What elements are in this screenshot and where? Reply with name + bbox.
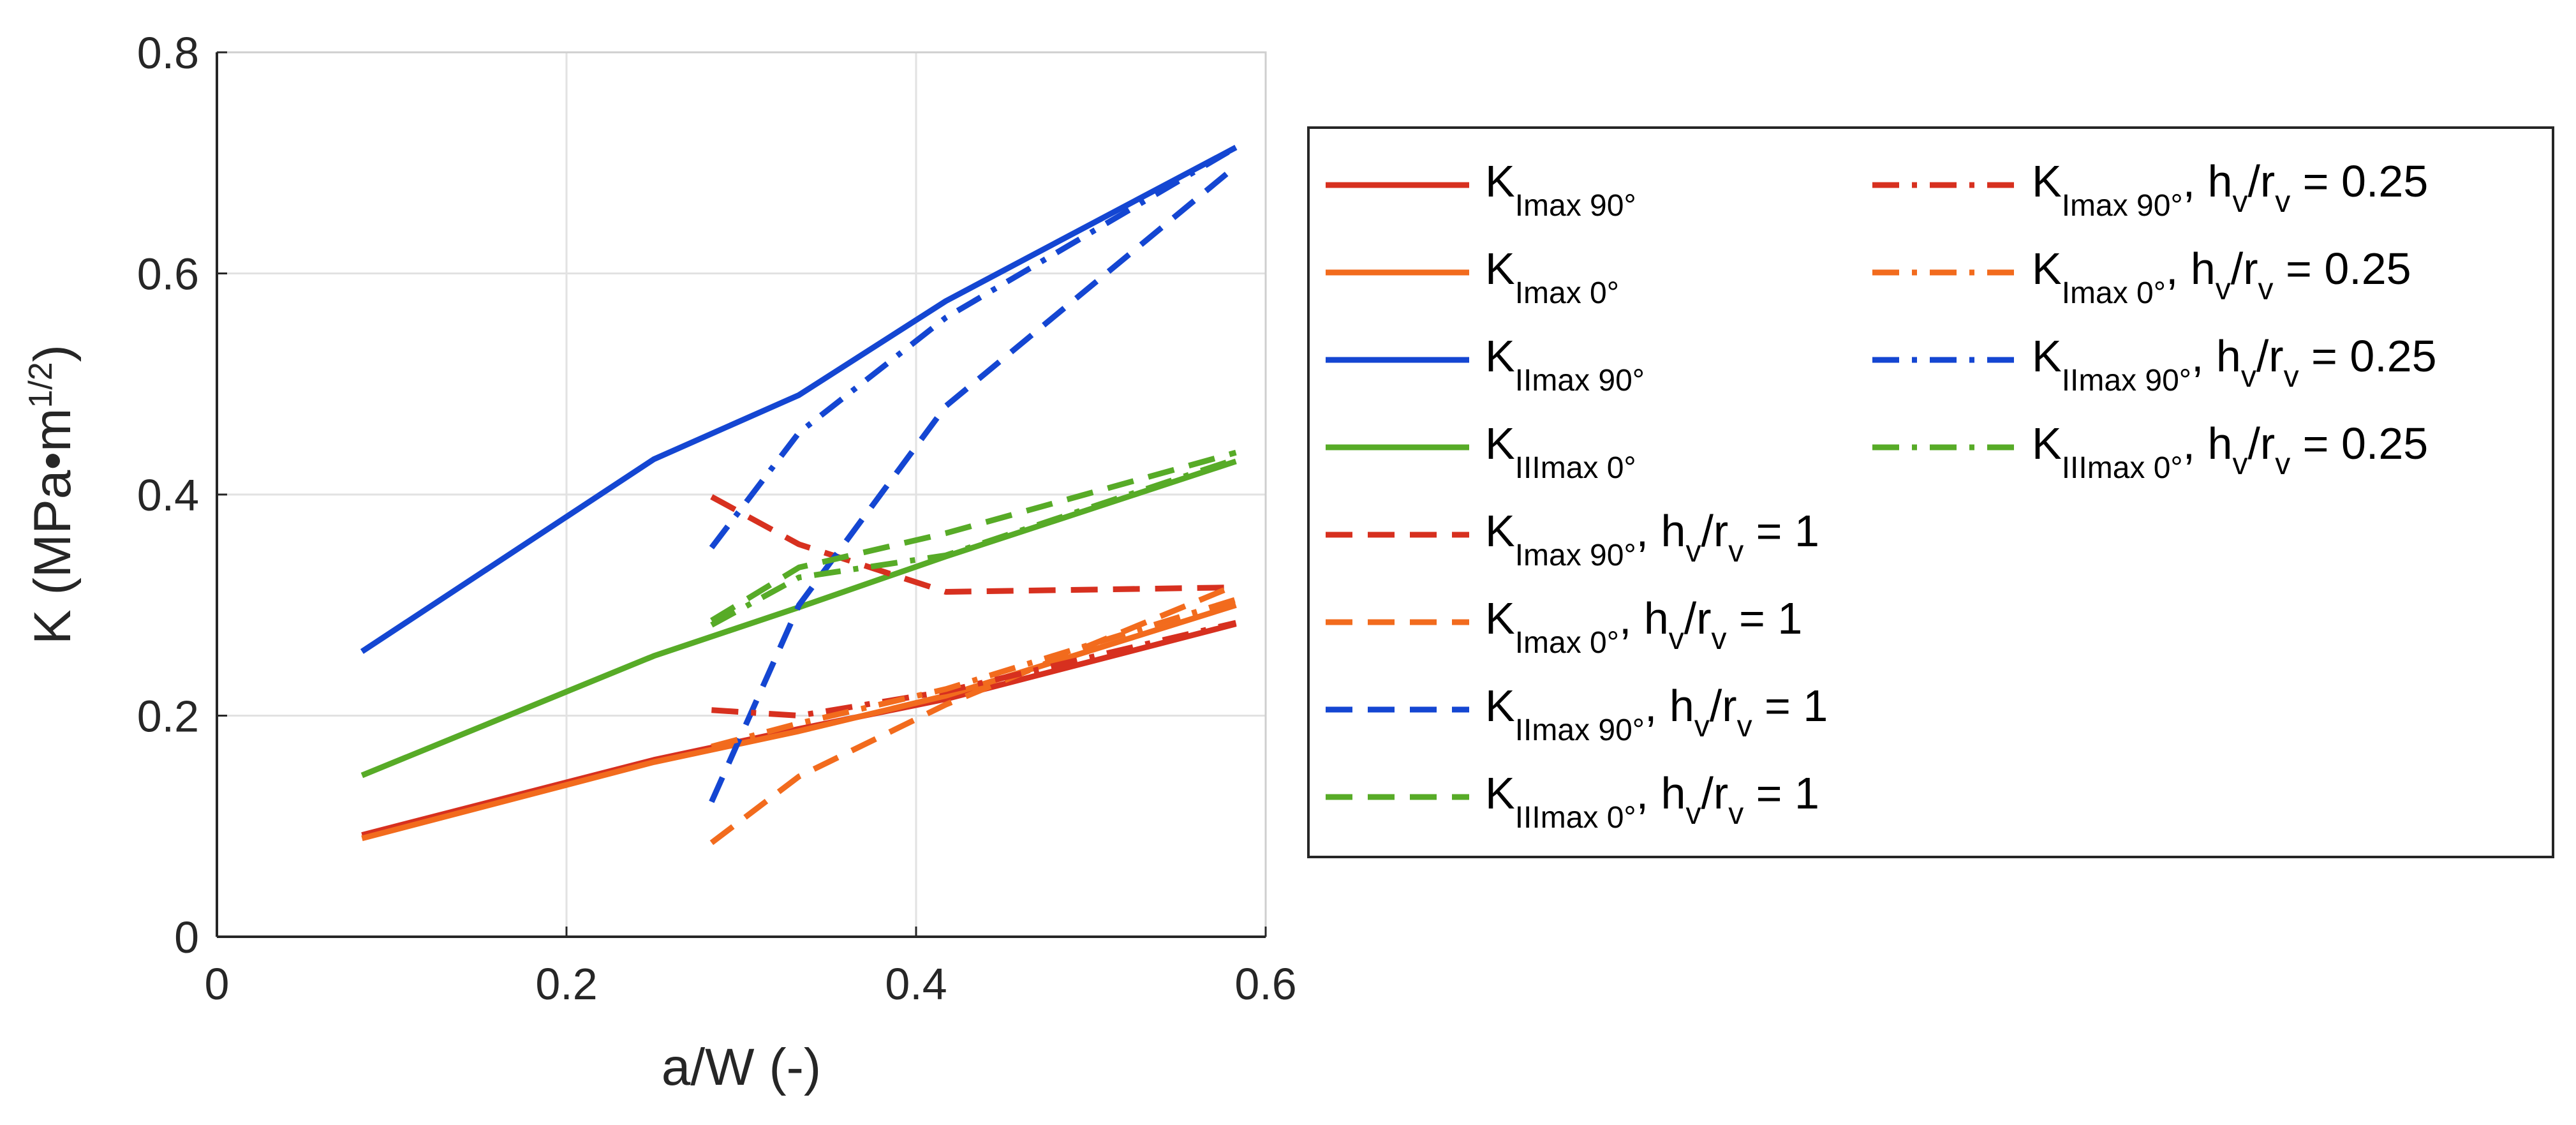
legend-entry: KIImax 90° <box>1326 331 1645 398</box>
series-line-7 <box>709 163 1238 803</box>
legend-label: KIIImax 0°, hv/rv = 1 <box>1485 768 1819 835</box>
x-tick-label: 0.2 <box>535 959 597 1009</box>
legend-entry: KIIImax 0°, hv/rv = 1 <box>1326 768 1819 835</box>
y-axis-label-exponent: 1/2 <box>22 362 59 408</box>
legend-label: KIImax 90°, hv/rv = 0.25 <box>2032 331 2437 398</box>
series-line-2 <box>361 602 1237 842</box>
legend-label: KIIImax 0° <box>1485 419 1636 485</box>
y-tick-label: 0.6 <box>137 250 199 299</box>
series-line-3 <box>360 145 1238 654</box>
legend-entry: KImax 90° <box>1326 156 1636 223</box>
y-tick-label: 0 <box>174 913 199 962</box>
legend-label: KImax 90° <box>1485 156 1636 223</box>
legend-entry: KIIImax 0° <box>1326 419 1636 485</box>
legend-label: KImax 0° <box>1485 244 1619 310</box>
x-tick-label: 0.4 <box>885 959 947 1009</box>
series-line-11 <box>709 145 1238 549</box>
y-tick-label: 0.8 <box>137 28 199 78</box>
legend-label: KImax 90°, hv/rv = 1 <box>1485 506 1819 572</box>
legend-label: KIIImax 0°, hv/rv = 0.25 <box>2032 419 2428 485</box>
x-ticks: 0 0.2 0.4 0.6 <box>205 927 1297 1009</box>
legend-entry: KImax 0°, hv/rv = 1 <box>1326 593 1802 660</box>
legend-box <box>1307 126 2554 858</box>
legend-entry: KImax 0° <box>1326 244 1619 310</box>
y-axis-label-main: K (MPa•m <box>24 408 82 644</box>
legend-entry: KImax 0°, hv/rv = 0.25 <box>1872 244 2411 310</box>
x-axis-label: a/W (-) <box>662 1038 821 1096</box>
y-ticks: 0 0.2 0.4 0.6 0.8 <box>137 28 227 962</box>
y-tick-label: 0.2 <box>137 692 199 741</box>
legend: KImax 90° KImax 0° KIImax 90° KIIImax 0° KIm… <box>1326 156 2437 835</box>
series-lines <box>360 145 1238 846</box>
legend-entry: KImax 90°, hv/rv = 1 <box>1326 506 1819 572</box>
legend-entry: KImax 90°, hv/rv = 0.25 <box>1872 156 2428 223</box>
legend-entry: KIImax 90°, hv/rv = 0.25 <box>1872 331 2437 398</box>
series-line-9 <box>711 620 1237 719</box>
series-line-6 <box>709 582 1238 846</box>
x-tick-label: 0 <box>205 959 230 1009</box>
legend-label: KIImax 90° <box>1485 331 1645 398</box>
legend-label: KIImax 90°, hv/rv = 1 <box>1485 681 1828 747</box>
legend-entry: KIIImax 0°, hv/rv = 0.25 <box>1872 419 2428 485</box>
legend-label: KImax 0°, hv/rv = 0.25 <box>2032 244 2411 310</box>
y-tick-label: 0.4 <box>137 470 199 520</box>
x-tick-label: 0.6 <box>1234 959 1296 1009</box>
series-line-8 <box>710 449 1237 623</box>
legend-entry: KIImax 90°, hv/rv = 1 <box>1326 681 1828 747</box>
legend-label: KImax 0°, hv/rv = 1 <box>1485 593 1802 660</box>
y-axis-label-close: ) <box>24 345 82 362</box>
series-line-12 <box>710 456 1237 628</box>
y-axis-label: K (MPa•m1/2) <box>22 345 82 644</box>
legend-label: KImax 90°, hv/rv = 0.25 <box>2032 156 2428 223</box>
